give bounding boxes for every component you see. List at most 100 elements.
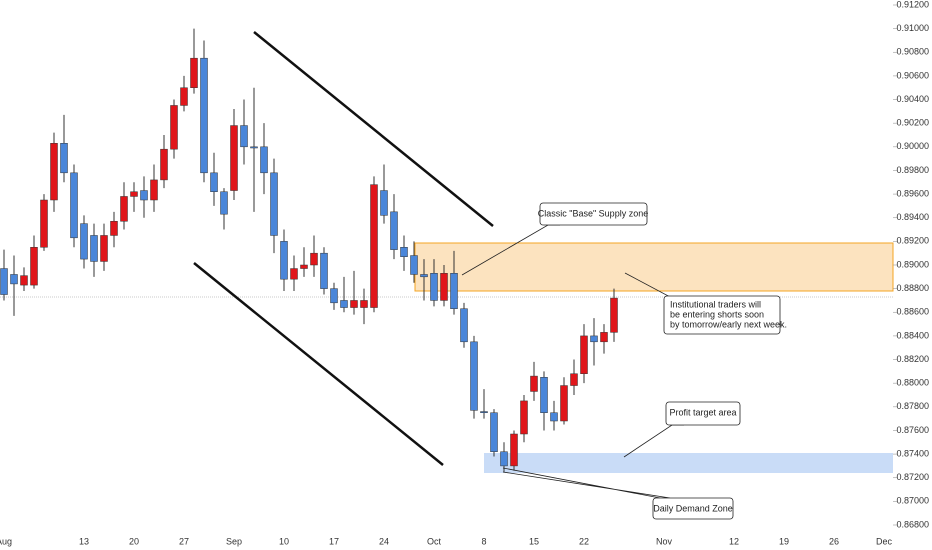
y-tick-label: 0.91000 — [896, 23, 929, 33]
callout-box — [665, 401, 741, 426]
candle-body — [110, 221, 118, 236]
candle-body — [290, 268, 298, 280]
candles — [0, 28, 618, 472]
candle-body — [540, 377, 548, 413]
candle-body — [380, 190, 388, 216]
candle-body — [570, 373, 578, 386]
candle-body — [200, 57, 208, 174]
candle-body — [160, 148, 168, 181]
callout-text: Profit target area — [669, 407, 736, 417]
candle-body — [270, 172, 278, 236]
candle-body — [10, 274, 18, 285]
candle-body — [530, 375, 538, 392]
y-tick-label: 0.88600 — [896, 307, 929, 317]
candle-body — [130, 191, 138, 197]
trend-line — [253, 31, 494, 227]
x-tick-label: Aug — [0, 536, 12, 546]
candle-body — [280, 241, 288, 280]
y-tick-label: 0.87000 — [896, 496, 929, 506]
supply-zone — [414, 242, 894, 292]
candle-body — [550, 412, 558, 422]
candle-body — [500, 451, 508, 467]
candle-body — [360, 300, 368, 308]
candle-body — [150, 179, 158, 201]
x-tick-label: 24 — [379, 536, 389, 546]
candle-body — [400, 247, 408, 257]
y-tick-label: 0.87200 — [896, 472, 929, 482]
y-tick-label: 0.87600 — [896, 425, 929, 435]
candle-body — [80, 223, 88, 260]
candle-body — [260, 146, 268, 174]
demand-zone — [484, 453, 893, 473]
candle-body — [470, 341, 478, 411]
candle-body — [450, 273, 458, 309]
callout: Classic "Base" Supply zone — [461, 202, 648, 276]
y-tick-label: 0.88000 — [896, 378, 929, 388]
candle-body — [230, 125, 238, 191]
trend-line — [193, 262, 444, 466]
y-tick-label: 0.90600 — [896, 70, 929, 80]
candle-body — [300, 264, 308, 269]
y-tick-label: 0.89600 — [896, 188, 929, 198]
candle-body — [420, 274, 428, 278]
candle-body — [210, 172, 218, 192]
candle-body — [240, 125, 248, 148]
y-tick-label: 0.89400 — [896, 212, 929, 222]
callout-text: by tomorrow/early next week. — [670, 319, 787, 329]
candle-body — [50, 143, 58, 201]
x-tick-label: 13 — [79, 536, 89, 546]
candle-body — [430, 273, 438, 301]
candle-body — [180, 87, 188, 106]
y-tick-label: 0.90800 — [896, 47, 929, 57]
y-tick-label: 0.91200 — [896, 0, 929, 9]
candle-body — [100, 235, 108, 262]
x-tick-label: Oct — [427, 536, 442, 546]
callout-pointer — [623, 424, 684, 458]
callout-box — [663, 295, 781, 335]
candle-body — [140, 190, 148, 201]
x-tick-label: 17 — [329, 536, 339, 546]
y-tick-label: 0.89000 — [896, 259, 929, 269]
x-tick-label: Nov — [656, 536, 673, 546]
x-tick-label: 10 — [279, 536, 289, 546]
candle-body — [20, 275, 28, 286]
y-tick-label: 0.89800 — [896, 165, 929, 175]
y-tick-label: 0.88400 — [896, 330, 929, 340]
candle-body — [610, 297, 618, 333]
y-tick-label: 0.88800 — [896, 283, 929, 293]
callout-text: Classic "Base" Supply zone — [538, 208, 648, 218]
callout: Profit target area — [623, 401, 741, 458]
y-tick-label: 0.87400 — [896, 448, 929, 458]
x-tick-label: 26 — [829, 536, 839, 546]
candle-body — [520, 400, 528, 435]
candle-body — [250, 146, 258, 149]
candle-body — [440, 273, 448, 301]
candle-body — [580, 335, 588, 374]
callout-box — [539, 202, 648, 226]
candle-body — [480, 411, 488, 413]
candle-body — [390, 211, 398, 250]
candle-body — [370, 184, 378, 308]
candle-body — [340, 300, 348, 308]
y-tick-label: 0.90200 — [896, 118, 929, 128]
x-tick-label: Sep — [226, 536, 242, 546]
x-tick-label: 22 — [579, 536, 589, 546]
candle-body — [350, 300, 358, 308]
candle-body — [30, 247, 38, 286]
candle-body — [590, 335, 598, 343]
candle-body — [40, 199, 48, 248]
candle-body — [0, 268, 8, 295]
x-tick-label: 27 — [179, 536, 189, 546]
callout: Institutional traders will be entering s… — [624, 272, 787, 335]
candle-body — [90, 235, 98, 262]
callout-text: Institutional traders will — [670, 299, 761, 309]
y-tick-label: 0.90000 — [896, 141, 929, 151]
candle-body — [190, 57, 198, 88]
callout: Daily Demand Zone — [502, 467, 734, 520]
candle-body — [460, 308, 468, 343]
y-tick-label: 0.86800 — [896, 519, 929, 529]
y-tick-label: 0.88200 — [896, 354, 929, 364]
x-tick-label: 8 — [481, 536, 486, 546]
